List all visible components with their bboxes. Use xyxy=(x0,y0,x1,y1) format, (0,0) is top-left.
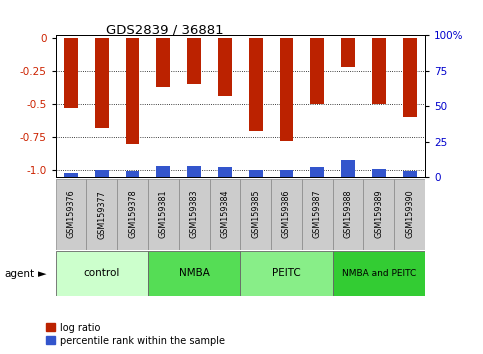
Bar xyxy=(364,179,394,250)
Text: GSM159376: GSM159376 xyxy=(67,190,75,239)
Text: GSM159386: GSM159386 xyxy=(282,190,291,239)
Text: GDS2839 / 36881: GDS2839 / 36881 xyxy=(106,23,224,36)
Bar xyxy=(249,38,263,131)
Bar xyxy=(187,166,201,177)
Text: PEITC: PEITC xyxy=(272,268,301,279)
Bar xyxy=(210,179,240,250)
Bar xyxy=(56,251,148,296)
Bar xyxy=(341,38,355,67)
Text: GSM159390: GSM159390 xyxy=(405,190,414,239)
Bar xyxy=(126,38,140,144)
Text: ►: ► xyxy=(38,269,46,279)
Text: NMBA and PEITC: NMBA and PEITC xyxy=(342,269,416,278)
Bar xyxy=(240,251,333,296)
Bar xyxy=(333,179,364,250)
Text: GSM159383: GSM159383 xyxy=(190,190,199,239)
Bar xyxy=(64,38,78,108)
Bar xyxy=(218,38,232,96)
Bar xyxy=(64,173,78,177)
Bar xyxy=(218,167,232,177)
Legend: log ratio, percentile rank within the sample: log ratio, percentile rank within the sa… xyxy=(46,323,225,346)
Bar xyxy=(394,179,425,250)
Bar xyxy=(271,179,302,250)
Bar xyxy=(311,167,324,177)
Text: GSM159378: GSM159378 xyxy=(128,190,137,239)
Bar xyxy=(95,170,109,177)
Bar xyxy=(56,179,86,250)
Text: GSM159388: GSM159388 xyxy=(343,190,353,239)
Bar xyxy=(249,170,263,177)
Bar xyxy=(372,169,386,177)
Text: GSM159389: GSM159389 xyxy=(374,190,384,239)
Bar xyxy=(117,179,148,250)
Bar xyxy=(126,171,140,177)
Text: NMBA: NMBA xyxy=(179,268,210,279)
Bar xyxy=(341,160,355,177)
Bar xyxy=(148,179,179,250)
Text: GSM159384: GSM159384 xyxy=(220,190,229,239)
Bar xyxy=(86,179,117,250)
Bar xyxy=(187,38,201,84)
Bar xyxy=(156,166,170,177)
Text: GSM159387: GSM159387 xyxy=(313,190,322,239)
Text: GSM159377: GSM159377 xyxy=(97,190,106,239)
Text: agent: agent xyxy=(5,269,35,279)
Bar xyxy=(302,179,333,250)
Bar xyxy=(179,179,210,250)
Bar xyxy=(280,170,293,177)
Bar xyxy=(311,38,324,104)
Text: GSM159381: GSM159381 xyxy=(159,190,168,239)
Bar xyxy=(403,171,416,177)
Text: GSM159385: GSM159385 xyxy=(251,190,260,239)
Bar xyxy=(156,38,170,87)
Text: control: control xyxy=(84,268,120,279)
Bar xyxy=(148,251,241,296)
Bar xyxy=(280,38,293,141)
Bar xyxy=(240,179,271,250)
Bar xyxy=(95,38,109,128)
Bar xyxy=(333,251,425,296)
Bar xyxy=(372,38,386,104)
Bar xyxy=(403,38,416,118)
